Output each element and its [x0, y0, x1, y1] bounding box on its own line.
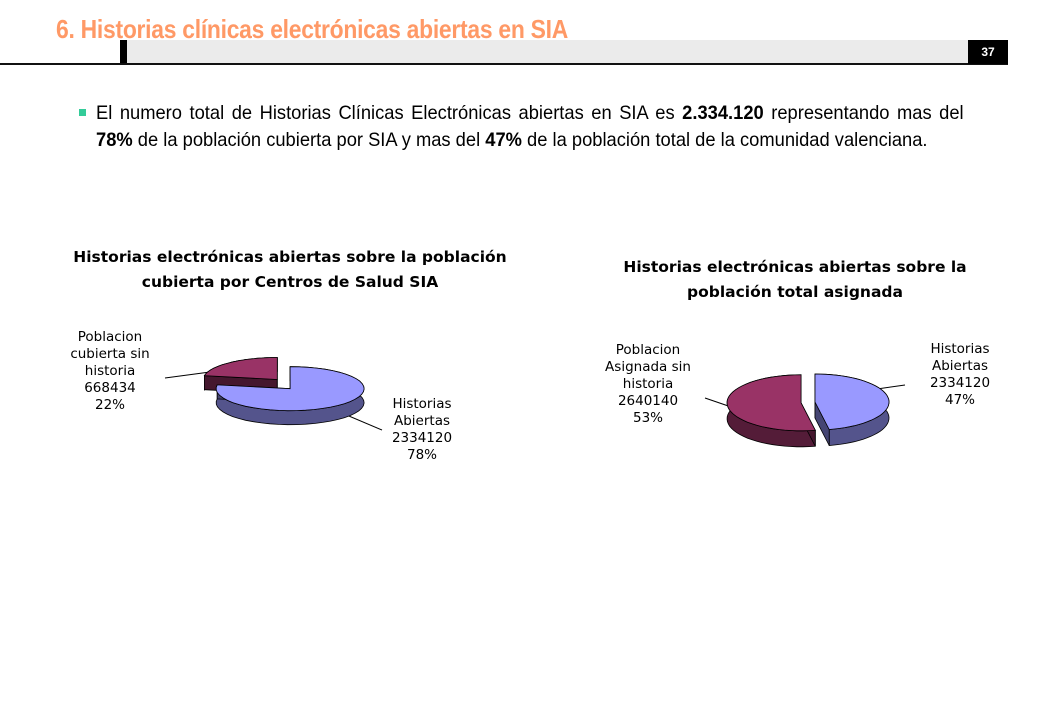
chart1-label-value: 668434	[84, 380, 136, 396]
chart1-label-percent: 22%	[94, 397, 125, 413]
chart1-label-abiertas: Historias Abiertas 2334120 78%	[358, 396, 486, 464]
chart2-title-line1: Historias electrónicas abiertas sobre la	[623, 258, 967, 276]
chart2-label-value: 2334120	[929, 375, 991, 391]
chart1-label-sin-historia: Poblacion cubierta sin historia 668434 2…	[50, 329, 170, 414]
chart1-label-line: cubierta sin	[70, 346, 150, 362]
chart2-label-line: Poblacion	[615, 342, 681, 358]
pct-cubierta-value: 78%	[96, 129, 133, 151]
summary-paragraph: El numero total de Historias Clínicas El…	[96, 100, 964, 154]
page-number: 37	[968, 40, 1008, 64]
header-rule	[0, 63, 1008, 65]
para-text-1: El numero total de Historias Clínicas El…	[96, 102, 683, 124]
chart1-pie	[203, 357, 365, 426]
chart1-slice-1	[203, 357, 278, 394]
chart2-label-sin-historia: Poblacion Asignada sin historia 2640140 …	[588, 342, 708, 427]
para-text-3: de la población cubierta por SIA y mas d…	[132, 129, 486, 151]
chart2-slice-1-top	[726, 374, 816, 432]
chart2-label-abiertas: Historias Abiertas 2334120 47%	[900, 341, 1020, 409]
para-text-4: de la población total de la comunidad va…	[521, 129, 928, 151]
pct-total-value: 47%	[485, 129, 522, 151]
chart1-label-value: 2334120	[391, 430, 453, 446]
chart1-label-line: Poblacion	[77, 329, 143, 345]
chart2-label-line: Abiertas	[931, 358, 988, 374]
chart2-title: Historias electrónicas abiertas sobre la…	[570, 255, 1020, 305]
chart2-label-line: historia	[622, 376, 674, 392]
chart2-label-line: Historias	[930, 341, 990, 357]
chart2-title-line2: población total asignada	[687, 283, 903, 301]
chart2-label-value: 2640140	[617, 393, 679, 409]
chart2-slice-1	[726, 374, 816, 448]
chart2-label-percent: 53%	[632, 410, 663, 426]
chart2-slice-2	[814, 373, 890, 446]
chart1-slice-2	[215, 366, 365, 426]
chart1-slice-1-top	[203, 357, 278, 380]
chart2-pie	[726, 373, 890, 448]
chart1-label-line: Historias	[392, 396, 452, 412]
chart1-label-line: Abiertas	[393, 413, 450, 429]
para-text-2: representando mas del	[763, 102, 964, 124]
chart1-label-line: historia	[84, 363, 136, 379]
chart2-slice-2-top	[814, 373, 890, 430]
header-band	[122, 40, 970, 64]
chart1-title-line1: Historias electrónicas abiertas sobre la…	[73, 248, 507, 266]
chart2-label-line: Asignada sin	[605, 359, 691, 375]
chart1-title: Historias electrónicas abiertas sobre la…	[40, 245, 540, 295]
chart1-label-percent: 78%	[406, 447, 437, 463]
header-marker	[120, 40, 127, 65]
chart2-label-percent: 47%	[944, 392, 975, 408]
chart1-title-line2: cubierta por Centros de Salud SIA	[141, 273, 439, 291]
chart1-slice-2-top	[215, 366, 365, 412]
page-title: 6. Historias clínicas electrónicas abier…	[56, 14, 569, 44]
bullet-icon	[79, 109, 86, 116]
total-value: 2.334.120	[682, 102, 764, 124]
